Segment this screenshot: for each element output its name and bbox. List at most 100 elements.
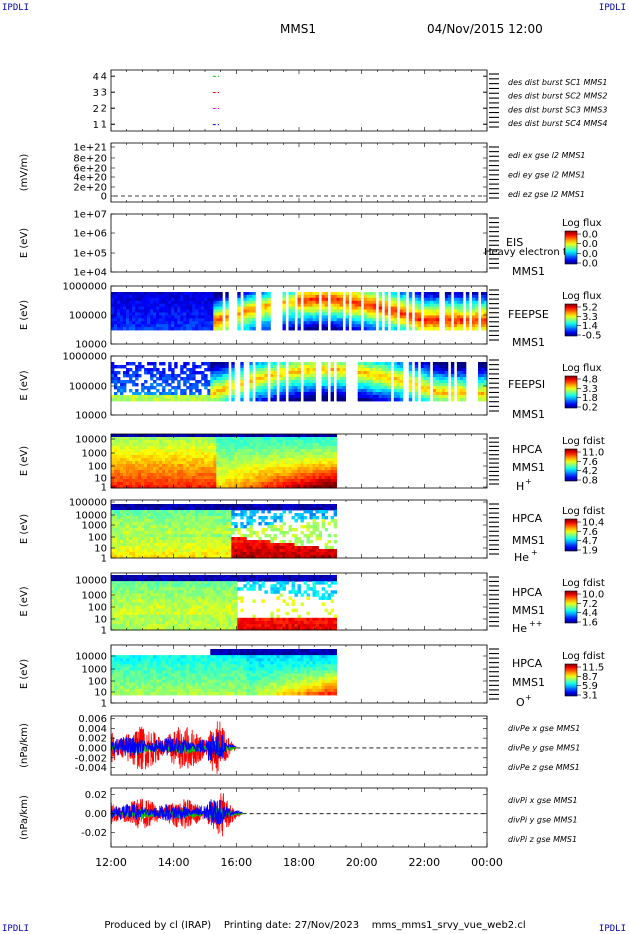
footer-file: mms_mms1_srvy_vue_web2.cl [371,920,526,931]
spacecraft-label-hpca_he1: MMS1 [512,534,545,547]
y-tick-label-divpe: 0.000 [78,743,107,754]
y-axis-label-hpca_he1: E (eV) [19,514,30,544]
y-axis-label-feeps_i: E (eV) [19,370,30,400]
colorbar-title-feeps_e: Log flux [562,291,602,302]
y-tick-label-feeps_i: 100000 [69,382,107,393]
y-tick-label-feeps_i: 1000000 [62,352,107,363]
x-tick-label: 22:00 [408,856,440,869]
y-tick-label-divpe: -0.004 [75,763,107,774]
colorbar-tick-label-hpca_he1: 7.6 [582,527,598,538]
y-tick-label-hpca_he1: 1 [101,554,107,565]
legend-divpi-1: divPi y gse MMS1 [508,816,578,825]
y-tick-label-eis: 1e+06 [73,229,107,240]
y-axis-label-eis: E (eV) [19,228,30,258]
y-tick-label-edi: 1e+21 [73,143,107,154]
colorbar-tick-label-feeps_i: 3.3 [582,384,598,395]
colorbar-title-hpca_o: Log fdist [562,651,605,662]
panel-frame-eis [110,213,488,273]
header-spacecraft: MMS1 [280,22,316,36]
y-axis-label-hpca_o: E (eV) [19,659,30,689]
colorbar-tick-label-hpca_h: 7.6 [582,457,598,468]
heatmap-undefined [111,362,488,402]
legend-divpi-0: divPi x gse MMS1 [508,796,578,805]
y-tick-label-hpca_he2: 100 [88,603,107,614]
colorbar-hpca_he1 [564,518,578,552]
colorbar-feeps_i [564,375,578,409]
y-axis-label-feeps_e: E (eV) [19,300,30,330]
legend-divpe-2: divPe z gse MMS1 [508,763,580,772]
colorbar-tick-label-feeps_e: 1.4 [582,321,598,332]
y-axis-label-divpi: (nPa/km) [19,795,30,840]
species-label-hpca_he1: He [514,551,529,564]
colorbar-title-feeps_i: Log flux [562,363,602,374]
legend-edi-2: edi ez gse l2 MMS1 [508,190,585,199]
colorbar-tick-label-hpca_he2: 1.6 [582,618,598,629]
y-axis-label-divpe: (nPa/km) [19,723,30,768]
y-tick-label-hpca_he2: 10 [94,615,107,626]
y-tick-label-hpca_he1: 100000 [69,498,107,509]
colorbar-tick-label-hpca_he1: 10.4 [582,518,604,529]
instrument-label-eis: EIS [506,236,523,249]
heatmap-undefined [111,504,337,559]
y-tick-label-edi: 2e+20 [73,183,107,194]
x-tick-label: 18:00 [283,856,315,869]
y-tick-label-divpi: -0.02 [81,828,107,839]
y-tick-label-burst: 3 [93,88,99,99]
y-tick-label-feeps_e: 10000 [75,340,107,351]
y-tick-label-divpe: 0.006 [78,714,107,725]
y-tick-label-edi: 6e+20 [73,164,107,175]
colorbar-tick-label-eis: 0.0 [582,259,598,270]
y-tick-label-feeps_i: 10000 [75,411,107,422]
colorbar-tick-label-feeps_e: -0.5 [582,331,602,342]
colorbar-tick-label-hpca_h: 0.8 [582,476,598,487]
instrument-label-feeps_e: FEEPSE [508,308,549,321]
y-tick-label-hpca_he2: 10000 [75,576,107,587]
y-tick-label-edi: 0 [101,192,107,203]
heatmap-undefined [111,575,337,631]
colorbar-tick-label-hpca_he2: 4.4 [582,608,598,619]
colorbar-hpca_h [564,448,578,482]
spacecraft-label-feeps_i: MMS1 [512,408,545,421]
y-tick-label-feeps_e: 1000000 [62,282,107,293]
colorbar-tick-label-hpca_o: 11.5 [582,663,604,674]
y-tick-label-hpca_he2: 1 [101,626,107,637]
legend-edi-0: edi ex gse l2 MMS1 [508,151,586,160]
species-label-hpca_h: H [516,480,524,493]
species-charge-hpca_o: + [525,693,532,702]
panel-frame-edi [110,142,488,203]
series-line-divpe-z [110,732,237,762]
y-tick-label-hpca_he1: 10 [94,544,107,555]
instrument-label-feeps_i: FEEPSI [508,378,545,391]
colorbar-tick-label-hpca_he2: 7.2 [582,599,598,610]
spacecraft-label-eis: MMS1 [512,265,545,278]
legend-divpe-1: divPe y gse MMS1 [508,744,580,753]
y-tick-label-hpca_he1: 10000 [75,511,107,522]
y-tick-label-burst: 2 [101,104,107,115]
spacecraft-label-feeps_e: MMS1 [512,336,545,349]
y-tick-label-hpca_he2: 1000 [82,591,107,602]
colorbar-tick-label-hpca_he1: 1.9 [582,546,598,557]
colorbar-title-hpca_he1: Log fdist [562,506,605,517]
spacecraft-label-hpca_he2: MMS1 [512,604,545,617]
x-tick-label: 14:00 [158,856,190,869]
y-tick-label-hpca_he1: 1000 [82,521,107,532]
corner-label-top-left: IPDLI [2,3,30,13]
colorbar-feeps_e [564,303,578,337]
colorbar-tick-label-feeps_i: 4.8 [582,375,598,386]
y-tick-label-eis: 1e+07 [73,210,107,221]
y-axis-label-edi: (mV/m) [19,154,30,192]
y-tick-label-hpca_o: 100 [88,677,107,688]
colorbar-tick-label-hpca_o: 8.7 [582,672,598,683]
colorbar-eis [564,230,578,265]
corner-label-bottom-right: IPDLI [598,924,626,934]
spacecraft-label-hpca_h: MMS1 [512,461,545,474]
corner-label-top-right: IPDLI [598,3,626,13]
instrument-label-hpca_he2: HPCA [512,586,543,599]
instrument-label-hpca_h: HPCA [512,443,543,456]
colorbar-tick-label-eis: 0.0 [582,230,598,241]
series-line-divpi-z [110,799,243,826]
colorbar-tick-label-hpca_he1: 4.7 [582,536,598,547]
colorbar-hpca_he2 [564,590,578,624]
colorbar-tick-label-hpca_h: 11.0 [582,448,604,459]
legend-burst-0: des dist burst SC1 MMS1 [508,78,607,87]
